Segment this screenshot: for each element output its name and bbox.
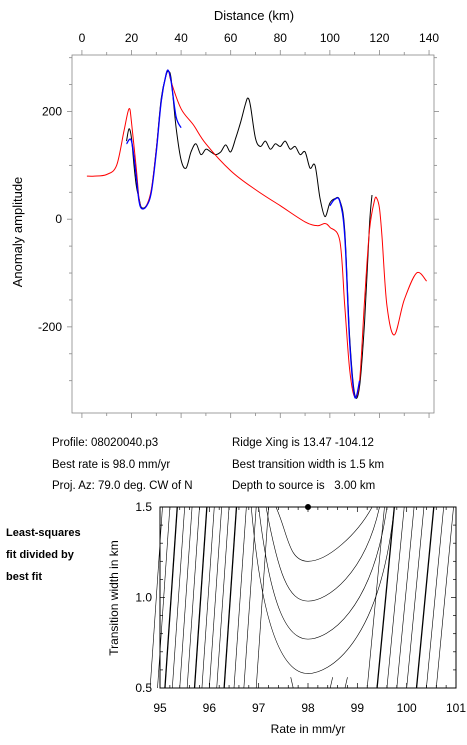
- x-tick-label: 100: [320, 31, 340, 45]
- x-tick-label: 101: [446, 701, 466, 715]
- y-tick-label: 0: [55, 212, 62, 226]
- y-tick-label: -200: [38, 320, 62, 334]
- source-depth: Depth to source is 3.00 km: [232, 480, 376, 492]
- x-tick-label: 20: [125, 31, 139, 45]
- best-fit-segment-line: [126, 69, 182, 210]
- contour-line: [344, 677, 348, 689]
- profile-y-axis-label: Anomaly amplitude: [10, 177, 25, 288]
- contour-line: [415, 506, 435, 689]
- contour-line: [258, 506, 388, 640]
- contour-y-axis-label: Transition width in km: [107, 540, 121, 656]
- y-tick-label: 0.5: [135, 681, 152, 695]
- contour-line: [223, 506, 238, 689]
- profile-name: Profile: 08020040.p3: [52, 437, 159, 449]
- profile-series: [86, 69, 427, 399]
- contour-caption: Least-squares fit divided by best fit: [6, 522, 126, 588]
- contour-caption-line-3: best fit: [6, 571, 43, 583]
- model-anomaly-line: [86, 69, 427, 398]
- contour-line: [201, 506, 215, 689]
- contour-ticks: 95 96 97 98 99 100 101 1.5 1.0 0.5: [135, 500, 466, 715]
- best-rate: Best rate is 98.0 mm/yr: [52, 459, 171, 471]
- contour-line: [243, 506, 257, 689]
- contour-line: [209, 506, 222, 689]
- best-fit-marker: [305, 504, 311, 510]
- x-tick-label: 40: [174, 31, 188, 45]
- x-tick-label: 98: [301, 701, 315, 715]
- best-transition-width: Best transition width is 1.5 km: [232, 459, 385, 471]
- contour-line: [290, 677, 294, 689]
- contour-line: [329, 677, 333, 689]
- x-tick-label: 97: [252, 701, 266, 715]
- contour-line: [172, 506, 185, 689]
- contour-line: [275, 506, 373, 562]
- contour-line: [250, 506, 395, 674]
- x-tick-label: 60: [224, 31, 238, 45]
- observed-anomaly-line: [126, 70, 373, 399]
- profile-x-ticks: 0 20 40 60 80 100 120 140: [79, 31, 439, 418]
- contour-line: [426, 506, 444, 689]
- contour-line: [193, 506, 208, 689]
- contour-caption-line-1: Least-squares: [6, 527, 81, 539]
- x-tick-label: 80: [274, 31, 288, 45]
- contour-line: [233, 506, 247, 689]
- y-tick-label: 200: [42, 105, 62, 119]
- x-tick-label: 96: [203, 701, 217, 715]
- contour-line: [255, 506, 269, 689]
- projection-azimuth: Proj. Az: 79.0 deg. CW of N: [52, 480, 193, 492]
- contour-line: [216, 506, 230, 689]
- profile-x-axis-label: Distance (km): [214, 8, 294, 23]
- profile-chart: Distance (km) Anomaly amplitude 0 20 40 60 8…: [10, 8, 439, 418]
- x-tick-label: 95: [153, 701, 167, 715]
- x-tick-label: 140: [419, 31, 439, 45]
- contour-line: [265, 506, 380, 602]
- contour-line: [396, 506, 415, 689]
- x-tick-label: 0: [79, 31, 86, 45]
- contour-line: [406, 506, 425, 689]
- ridge-crossing: Ridge Xing is 13.47 -104.12: [232, 437, 374, 449]
- x-tick-label: 100: [397, 701, 417, 715]
- contour-x-axis-label: Rate in mm/yr: [271, 722, 346, 736]
- y-tick-label: 1.0: [135, 591, 152, 605]
- x-tick-label: 120: [369, 31, 389, 45]
- contour-line: [386, 506, 405, 689]
- x-tick-label: 99: [351, 701, 365, 715]
- profile-plot-frame: [71, 54, 435, 414]
- contour-lines: [149, 506, 454, 689]
- contour-line: [179, 506, 193, 689]
- contour-line: [435, 506, 454, 689]
- contour-line: [186, 506, 200, 689]
- profile-y-ticks: 200 0 -200: [38, 57, 439, 382]
- contour-line: [164, 506, 178, 689]
- y-tick-label: 1.5: [135, 500, 152, 514]
- contour-caption-line-2: fit divided by: [6, 549, 74, 561]
- contour-line: [376, 506, 395, 689]
- best-fit-segment-line: [329, 197, 361, 399]
